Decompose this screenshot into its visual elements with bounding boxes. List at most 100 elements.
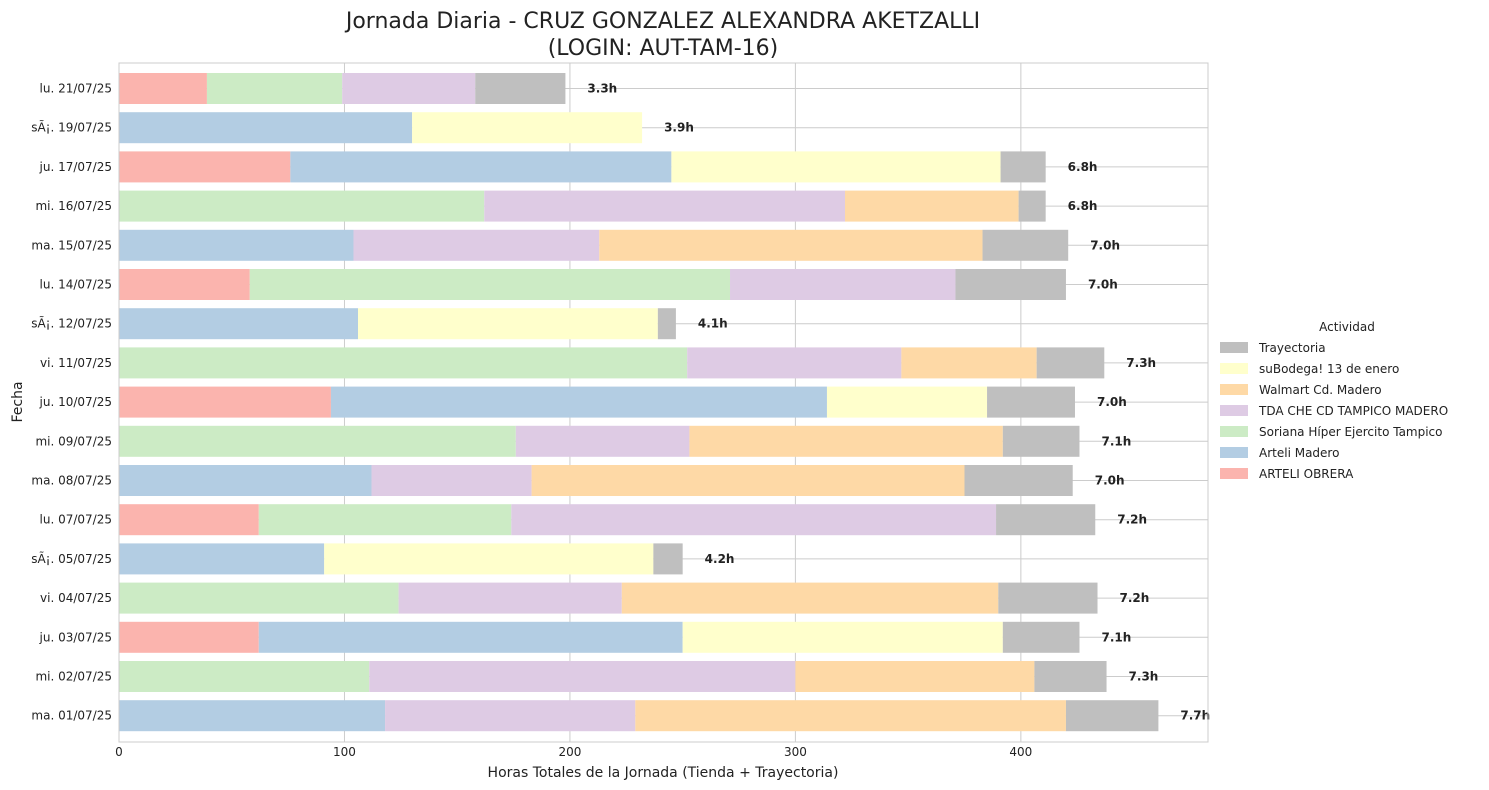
bar-total-label: 4.1h: [698, 317, 728, 331]
legend-swatch: [1220, 405, 1248, 416]
total-labels: 3.3h 3.9h 6.8h 6.8h 7.0h 7.0h 4.1h 7.3h 7.0h 7.1h…: [587, 82, 1210, 723]
bar-segment: [955, 269, 1066, 300]
bar-segment: [353, 229, 600, 261]
bar-segment: [982, 229, 1069, 261]
bar-segment: [249, 269, 731, 300]
legend-swatch: [1220, 468, 1248, 479]
bar-segment: [599, 229, 983, 261]
legend-swatch: [1220, 384, 1248, 395]
bar-segment: [398, 582, 622, 614]
bar-segment: [795, 661, 1035, 692]
bar-segment: [531, 465, 965, 496]
bar-segment: [119, 661, 370, 692]
bar-total-label: 7.3h: [1129, 670, 1159, 684]
x-tick-label: 400: [1009, 745, 1032, 759]
x-tick-label: 0: [115, 745, 123, 759]
bar-total-label: 7.0h: [1090, 238, 1120, 252]
bar-segment: [730, 269, 956, 300]
bar-segment: [119, 269, 250, 300]
bar-total-label: 7.1h: [1101, 630, 1131, 644]
y-tick-label: sÃ¡. 12/07/25: [31, 316, 112, 331]
bar-segment: [515, 425, 690, 457]
bar-total-label: 6.8h: [1068, 160, 1098, 174]
bars-group: [119, 73, 1159, 732]
bar-segment: [996, 504, 1096, 536]
bar-segment: [119, 308, 358, 340]
bar-segment: [119, 504, 259, 536]
bar-segment: [258, 504, 512, 536]
bar-segment: [119, 465, 372, 496]
bar-segment: [845, 190, 1019, 222]
bar-segment: [682, 621, 1003, 653]
bar-total-label: 7.3h: [1126, 356, 1156, 370]
bar-segment: [657, 308, 676, 340]
y-tick-label: sÃ¡. 05/07/25: [31, 551, 112, 566]
bar-segment: [1065, 700, 1159, 732]
bar-segment: [342, 73, 476, 104]
bar-segment: [324, 543, 654, 575]
bar-segment: [484, 190, 845, 222]
bar-segment: [671, 151, 1001, 183]
x-tick-label: 100: [333, 745, 356, 759]
legend-swatch: [1220, 342, 1248, 353]
legend-entry-label: ARTELI OBRERA: [1259, 467, 1354, 481]
chart-subtitle: (LOGIN: AUT-TAM-16): [548, 36, 779, 61]
bar-segment: [290, 151, 672, 183]
y-tick-label: ju. 10/07/25: [39, 395, 112, 409]
bar-segment: [826, 386, 988, 418]
bar-segment: [119, 190, 485, 222]
bar-segment: [964, 465, 1073, 496]
bar-segment: [511, 504, 997, 536]
y-tick-label: mi. 02/07/25: [35, 670, 112, 684]
y-tick-label: ju. 03/07/25: [39, 630, 112, 644]
bar-total-label: 7.1h: [1101, 434, 1131, 448]
y-tick-label: ma. 08/07/25: [31, 474, 112, 488]
y-tick-label: vi. 11/07/25: [40, 356, 112, 370]
legend-title: Actividad: [1319, 320, 1375, 334]
bar-segment: [119, 151, 291, 183]
bar-total-label: 3.3h: [587, 82, 617, 96]
y-tick-label: mi. 16/07/25: [35, 199, 112, 213]
bar-segment: [258, 621, 683, 653]
bar-segment: [385, 700, 636, 732]
legend-swatch: [1220, 363, 1248, 374]
legend-entry-label: Walmart Cd. Madero: [1259, 383, 1382, 397]
bar-segment: [1002, 425, 1080, 457]
bar-total-label: 7.7h: [1180, 709, 1210, 723]
bar-segment: [687, 347, 902, 379]
bar-total-label: 7.2h: [1117, 513, 1147, 527]
bar-segment: [330, 386, 827, 418]
bar-segment: [119, 700, 386, 732]
y-axis-label: Fecha: [10, 381, 26, 422]
y-tick-label: ju. 17/07/25: [39, 160, 112, 174]
bar-segment: [206, 73, 343, 104]
bar-segment: [119, 73, 207, 104]
x-axis-ticks: 0 100 200 300 400: [115, 745, 1032, 759]
bar-total-label: 7.0h: [1088, 278, 1118, 292]
bar-segment: [119, 543, 325, 575]
legend: Actividad Trayectoria suBodega! 13 de ene…: [1220, 320, 1448, 481]
x-tick-label: 300: [784, 745, 807, 759]
y-tick-label: lu. 21/07/25: [40, 82, 112, 96]
legend-entry-label: Soriana Híper Ejercito Tampico: [1259, 425, 1443, 439]
bar-segment: [1002, 621, 1080, 653]
bar-segment: [357, 308, 658, 340]
bar-segment: [119, 425, 516, 457]
bar-segment: [689, 425, 1003, 457]
y-tick-label: lu. 14/07/25: [40, 278, 112, 292]
bar-segment: [119, 112, 413, 144]
bar-segment: [987, 386, 1075, 418]
bar-segment: [119, 347, 688, 379]
bar-segment: [1036, 347, 1105, 379]
bar-segment: [1000, 151, 1046, 183]
bar-total-label: 7.0h: [1097, 395, 1127, 409]
bar-segment: [1034, 661, 1107, 692]
bar-segment: [653, 543, 683, 575]
bar-total-label: 7.2h: [1120, 591, 1150, 605]
bar-segment: [901, 347, 1037, 379]
y-axis-ticks: lu. 21/07/25 sÃ¡. 19/07/25 ju. 17/07/25 mi.…: [31, 82, 112, 723]
bar-segment: [1018, 190, 1046, 222]
legend-swatch: [1220, 447, 1248, 458]
bar-total-label: 7.0h: [1095, 474, 1125, 488]
